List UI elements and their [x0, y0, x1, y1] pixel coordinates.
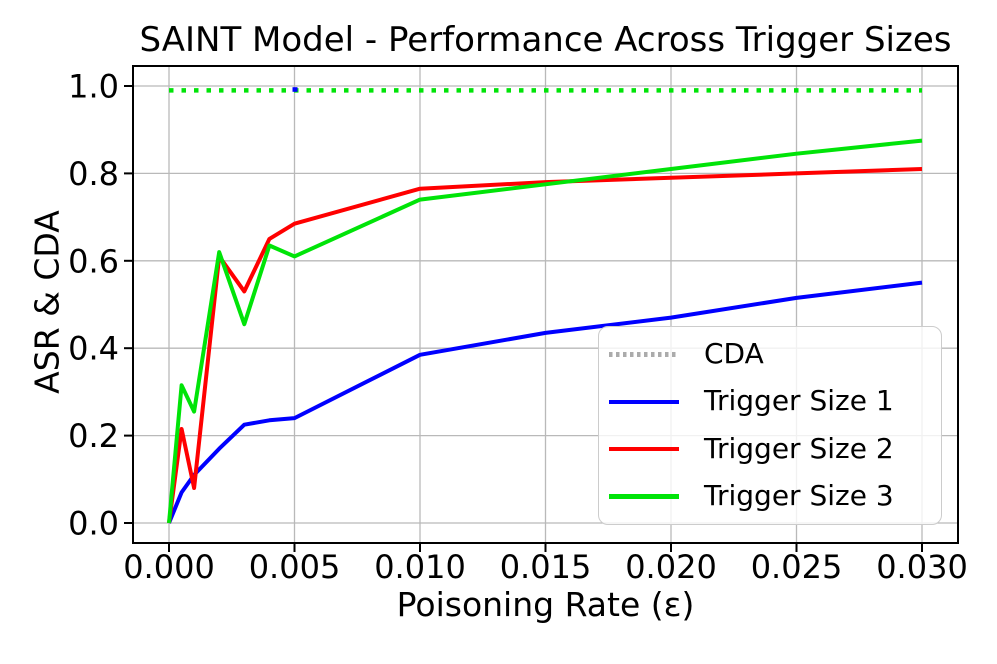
- legend-item-trigger-size-1: Trigger Size 1: [609, 379, 941, 425]
- legend-item-trigger-size-3: Trigger Size 3: [609, 474, 941, 520]
- legend-key-icon: [609, 494, 679, 499]
- series-trigger-size-3: [167, 138, 923, 524]
- y-tick-label: 0.8: [68, 155, 119, 193]
- x-tick-label: 0.015: [500, 548, 592, 586]
- legend-key-icon: [609, 352, 679, 357]
- x-tick-label: 0.000: [123, 548, 215, 586]
- legend-label: CDA: [704, 336, 764, 370]
- legend-label: Trigger Size 1: [704, 384, 894, 418]
- y-tick-label: 1.0: [68, 68, 119, 106]
- legend-label: Trigger Size 2: [704, 431, 894, 465]
- x-tick-label: 0.010: [374, 548, 466, 586]
- x-tick-label: 0.005: [249, 548, 341, 586]
- legend-item-trigger-size-2: Trigger Size 2: [609, 426, 941, 472]
- cda-blue-dot: [292, 87, 298, 92]
- legend: CDA Trigger Size 1 Trigger Size 2 Trigger S…: [598, 326, 942, 525]
- x-tick-label: 0.020: [625, 548, 717, 586]
- series-trigger-size-2: [167, 167, 923, 524]
- legend-item-cda: CDA: [609, 331, 941, 377]
- y-tick-label: 0.4: [68, 330, 119, 368]
- chart-title: SAINT Model - Performance Across Trigger…: [139, 20, 952, 60]
- legend-label: Trigger Size 3: [704, 479, 894, 513]
- x-axis-label: Poisoning Rate (ε): [396, 585, 695, 624]
- x-tick-label: 0.030: [876, 548, 968, 586]
- y-tick-label: 0.0: [68, 505, 119, 543]
- x-tick-label: 0.025: [751, 548, 843, 586]
- y-tick-label: 0.6: [68, 242, 119, 280]
- y-tick-label: 0.2: [68, 417, 119, 455]
- y-axis-label: ASR & CDA: [27, 210, 67, 394]
- legend-key-icon: [609, 446, 679, 452]
- legend-key-icon: [609, 399, 679, 405]
